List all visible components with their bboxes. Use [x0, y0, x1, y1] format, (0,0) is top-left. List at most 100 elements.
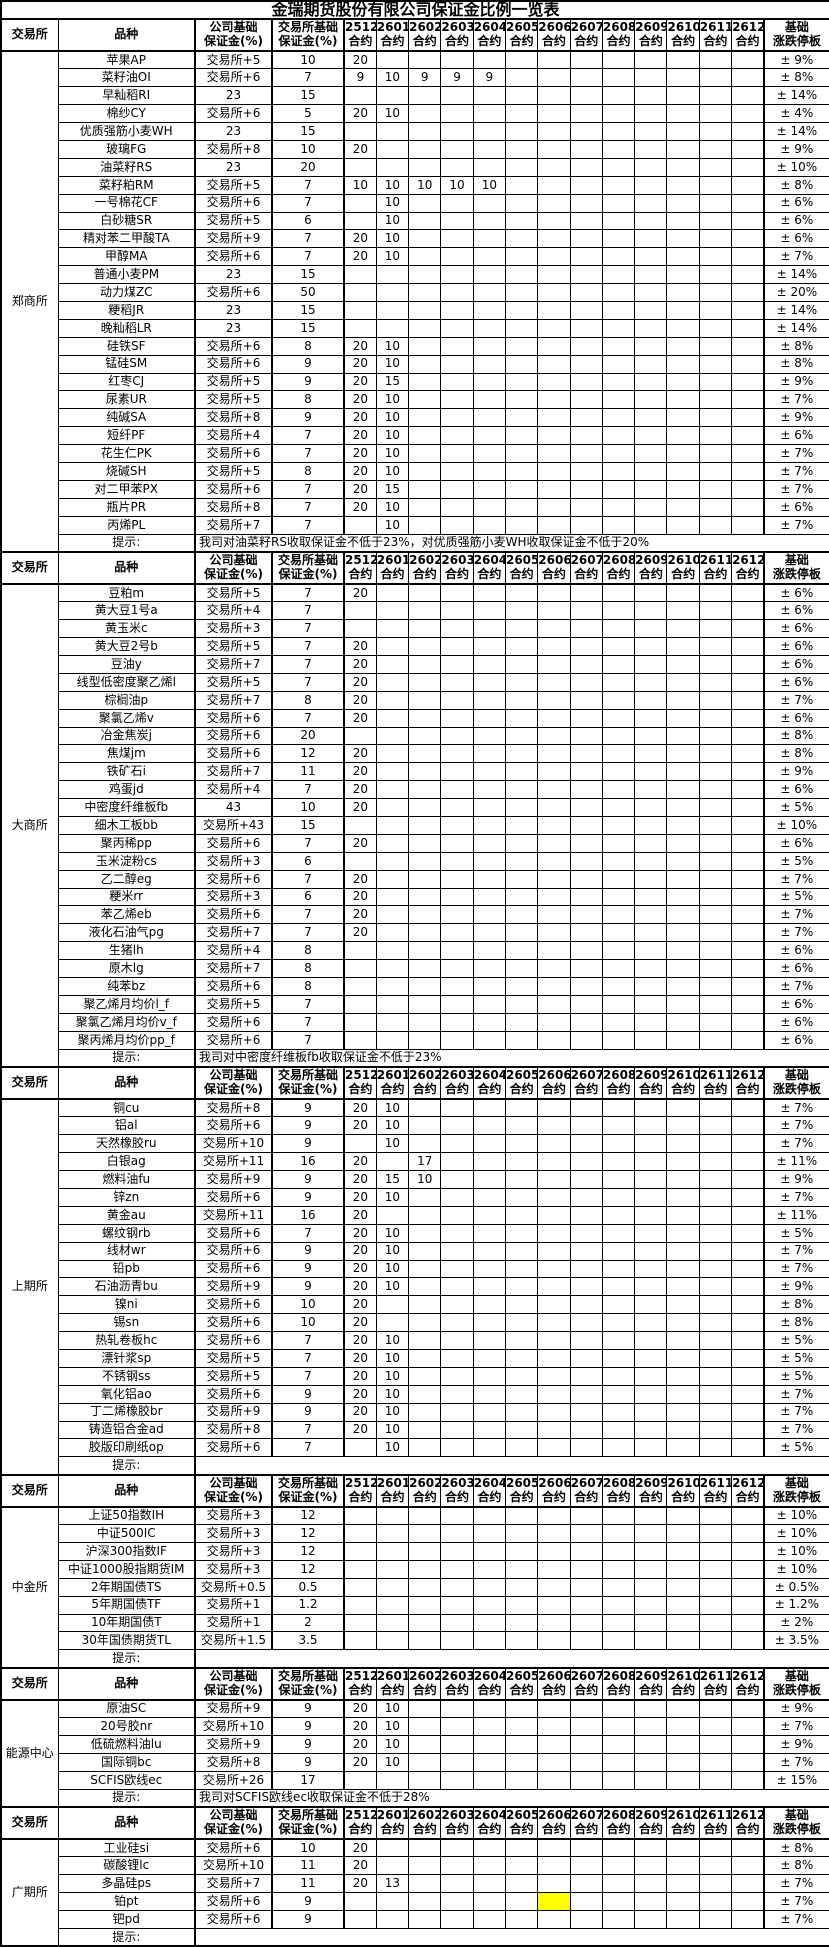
- limit-cell: ± 6%: [762, 941, 829, 961]
- contract-cell-2606: [537, 941, 571, 961]
- contract-cell-2604: [472, 959, 506, 979]
- contract-cell-2605: [504, 1595, 539, 1615]
- contract-cell-2611: [698, 1348, 733, 1368]
- company-margin-cell: 交易所+5: [194, 211, 273, 231]
- product-cell: 粳米rr: [57, 887, 196, 907]
- contract-cell-2611: [698, 1577, 733, 1597]
- contract-cell-2602: [408, 1577, 442, 1597]
- contract-cell-2603: [440, 1734, 474, 1754]
- company-margin-cell: 交易所+3: [194, 1559, 273, 1579]
- exchange-margin-cell: 15: [271, 122, 345, 141]
- contract-cell-2512: 20: [342, 1098, 377, 1118]
- contract-cell-2602: [408, 762, 442, 782]
- exchange-margin-cell: 15: [271, 816, 345, 835]
- company-margin-cell: 交易所+3: [194, 1524, 273, 1543]
- contract-cell-2603: [440, 1892, 474, 1912]
- contract-cell-2611: [698, 816, 733, 835]
- product-cell: 氧化铝ao: [57, 1384, 196, 1404]
- contract-cell-2603: [440, 1438, 474, 1458]
- contract-cell-2601: [375, 690, 410, 710]
- contract-cell-2612: [731, 1030, 765, 1050]
- contract-cell-2610: [666, 1098, 700, 1118]
- contract-cell-2606: [537, 869, 571, 889]
- exchange-margin-cell: 8: [271, 461, 345, 481]
- company-margin-cell: 交易所+6: [194, 1331, 273, 1350]
- contract-cell-2608: [601, 1205, 636, 1225]
- company-margin-cell: 交易所+8: [194, 1752, 273, 1772]
- contract-cell-2612: [731, 637, 765, 656]
- contract-cell-2604: [472, 50, 506, 70]
- contract-cell-2606: [537, 1874, 571, 1894]
- limit-cell: ± 4%: [762, 104, 829, 124]
- contract-cell-2609: [634, 104, 668, 124]
- contract-cell-2604: [472, 318, 506, 338]
- limit-cell: ± 8%: [762, 1838, 829, 1858]
- contract-cell-2612: [731, 655, 765, 674]
- contract-cell-2606: [537, 1170, 571, 1189]
- contract-cell-2607: [569, 959, 603, 979]
- contract-cell-2609: [634, 851, 668, 871]
- contract-cell-2612: [731, 1770, 765, 1790]
- contract-cell-2608: [601, 1187, 636, 1207]
- col-header-contract-2607: 2607 合约: [569, 18, 603, 52]
- contract-cell-2604: [472, 104, 506, 124]
- contract-cell-2609: [634, 1205, 668, 1225]
- contract-cell-2605: [504, 86, 539, 106]
- company-margin-cell: 交易所+6: [194, 833, 273, 853]
- contract-cell-2512: 20: [342, 229, 377, 249]
- exchange-margin-cell: 12: [271, 1559, 345, 1579]
- contract-cell-2601: [375, 139, 410, 159]
- contract-cell-2610: [666, 497, 700, 517]
- contract-cell-2601: [375, 1541, 410, 1561]
- contract-cell-2603: [440, 1838, 474, 1858]
- product-row: 线型低密度聚乙烯l 交易所+5 7 20 ± 6%: [1, 672, 829, 692]
- tip-label-cell: 提示:: [57, 1649, 196, 1669]
- contract-cell-2603: [440, 798, 474, 818]
- contract-cell-2608: [601, 762, 636, 782]
- contract-cell-2603: [440, 1331, 474, 1350]
- contract-cell-2612: [731, 619, 765, 639]
- contract-cell-2606: [537, 1438, 571, 1458]
- tip-text-cell: 我司对SCFIS欧线ec收取保证金不低于28%: [194, 1788, 829, 1808]
- limit-cell: ± 7%: [762, 1910, 829, 1929]
- contract-cell-2512: [342, 851, 377, 871]
- contract-cell-2610: [666, 1734, 700, 1754]
- product-row: 白银ag 交易所+11 16 20 17 ± 11%: [1, 1152, 829, 1172]
- contract-cell-2603: [440, 655, 474, 674]
- contract-cell-2603: [440, 479, 474, 499]
- contract-cell-2611: [698, 497, 733, 517]
- contract-cell-2612: [731, 86, 765, 106]
- contract-cell-2610: [666, 869, 700, 889]
- col-header-exchange-base: 交易所基础 保证金(%): [271, 1065, 345, 1100]
- company-margin-cell: 交易所+6: [194, 1241, 273, 1261]
- product-cell: 菜籽油OI: [57, 68, 196, 88]
- col-header-contract-2609: 2609 合约: [634, 1065, 668, 1100]
- exchange-margin-cell: 7: [271, 619, 345, 639]
- contract-cell-2610: [666, 1295, 700, 1315]
- contract-cell-2606: [537, 583, 571, 603]
- contract-cell-2611: [698, 122, 733, 141]
- contract-cell-2606: [537, 300, 571, 320]
- company-margin-cell: 交易所+6: [194, 1030, 273, 1050]
- contract-cell-2603: [440, 104, 474, 124]
- col-header-contract-2610: 2610 合约: [666, 1666, 700, 1701]
- col-header-contract-2610: 2610 合约: [666, 1473, 700, 1508]
- contract-cell-2611: [698, 1187, 733, 1207]
- contract-cell-2610: [666, 229, 700, 249]
- limit-cell: ± 5%: [762, 1331, 829, 1350]
- contract-cell-2611: [698, 583, 733, 603]
- contract-cell-2604: [472, 426, 506, 446]
- contract-cell-2612: [731, 211, 765, 231]
- contract-cell-2605: [504, 1420, 539, 1440]
- contract-cell-2604: [472, 1277, 506, 1297]
- contract-cell-2512: 20: [342, 1223, 377, 1243]
- contract-cell-2607: [569, 229, 603, 249]
- contract-cell-2606: [537, 426, 571, 446]
- limit-cell: ± 3.5%: [762, 1631, 829, 1651]
- contract-cell-2612: [731, 1734, 765, 1754]
- contract-cell-2512: 20: [342, 1295, 377, 1315]
- contract-cell-2609: [634, 1012, 668, 1032]
- contract-cell-2604: [472, 1752, 506, 1772]
- product-cell: 动力煤ZC: [57, 283, 196, 302]
- contract-cell-2607: [569, 408, 603, 428]
